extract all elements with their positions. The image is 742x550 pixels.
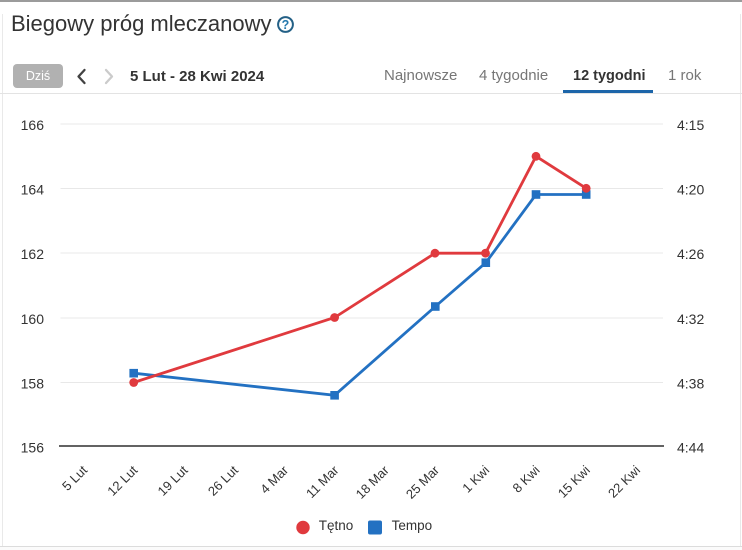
svg-text:4:44: 4:44	[677, 440, 704, 456]
svg-text:166: 166	[21, 117, 45, 133]
svg-text:19 Lut: 19 Lut	[155, 462, 191, 498]
svg-text:5 Lut: 5 Lut	[59, 462, 90, 493]
svg-text:4:32: 4:32	[677, 311, 704, 327]
svg-text:156: 156	[21, 440, 45, 456]
svg-text:26 Lut: 26 Lut	[205, 462, 241, 498]
svg-text:11 Mar: 11 Mar	[303, 462, 342, 501]
svg-text:162: 162	[21, 246, 45, 262]
svg-text:4:38: 4:38	[677, 375, 704, 391]
svg-text:4 Mar: 4 Mar	[257, 462, 292, 497]
svg-text:12 Lut: 12 Lut	[104, 462, 140, 498]
svg-text:Tempo: Tempo	[392, 518, 433, 533]
svg-text:8 Kwi: 8 Kwi	[510, 462, 543, 495]
svg-text:160: 160	[21, 311, 45, 327]
svg-text:25 Mar: 25 Mar	[403, 462, 443, 502]
svg-text:18 Mar: 18 Mar	[353, 462, 393, 502]
svg-text:?: ?	[282, 18, 290, 32]
svg-text:4:26: 4:26	[677, 246, 704, 262]
svg-text:4:20: 4:20	[677, 182, 704, 198]
svg-text:1 Kwi: 1 Kwi	[459, 462, 492, 495]
svg-text:4:15: 4:15	[677, 117, 704, 133]
svg-text:164: 164	[21, 182, 45, 198]
svg-text:158: 158	[21, 375, 45, 391]
svg-text:22 Kwi: 22 Kwi	[605, 462, 643, 500]
svg-text:15 Kwi: 15 Kwi	[555, 462, 593, 500]
svg-text:Tętno: Tętno	[319, 518, 354, 533]
